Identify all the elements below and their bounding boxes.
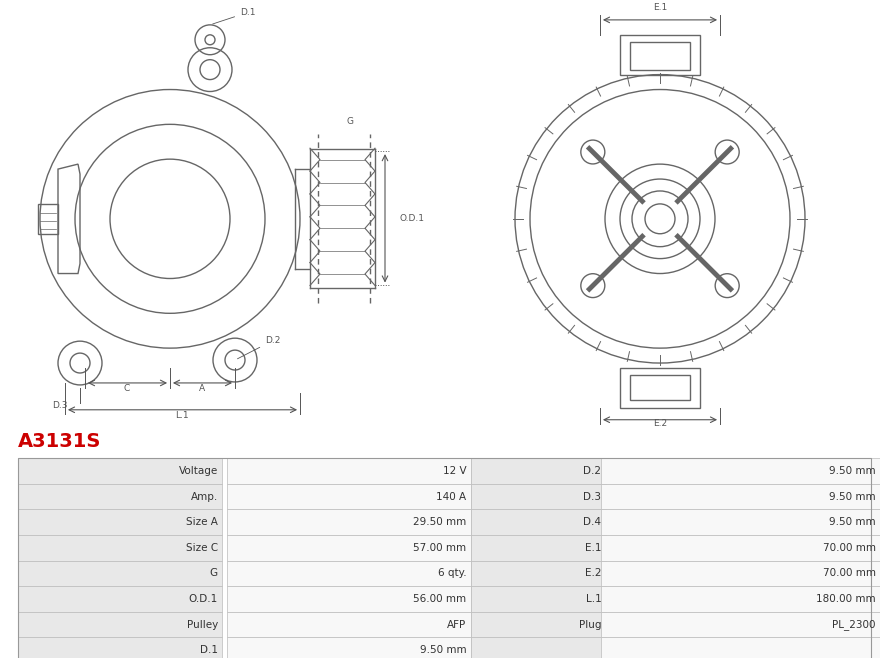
Text: 70.00 mm: 70.00 mm xyxy=(822,543,876,553)
Text: D.3: D.3 xyxy=(52,401,68,410)
Bar xyxy=(227,638,470,658)
Text: 9.50 mm: 9.50 mm xyxy=(829,492,876,501)
Bar xyxy=(227,586,470,612)
Bar xyxy=(630,375,690,400)
Text: D.4: D.4 xyxy=(583,517,601,527)
Bar xyxy=(38,204,58,234)
Text: C: C xyxy=(124,384,130,393)
Text: E.2: E.2 xyxy=(653,418,667,428)
Text: 57.00 mm: 57.00 mm xyxy=(413,543,467,553)
Text: 9.50 mm: 9.50 mm xyxy=(829,466,876,476)
Bar xyxy=(620,368,700,408)
Text: G: G xyxy=(347,117,354,126)
Text: O.D.1: O.D.1 xyxy=(400,215,425,223)
Text: O.D.1: O.D.1 xyxy=(188,594,218,604)
Bar xyxy=(470,561,605,586)
Text: E.2: E.2 xyxy=(585,569,601,578)
Text: L.1: L.1 xyxy=(586,594,601,604)
Text: 180.00 mm: 180.00 mm xyxy=(816,594,876,604)
Bar xyxy=(620,35,700,74)
Bar xyxy=(470,612,605,638)
Bar xyxy=(601,612,880,638)
Text: Plug: Plug xyxy=(579,620,601,630)
Bar xyxy=(470,484,605,509)
Bar xyxy=(470,638,605,658)
Text: 9.50 mm: 9.50 mm xyxy=(420,645,467,655)
Text: 12 V: 12 V xyxy=(443,466,467,476)
Bar xyxy=(18,484,222,509)
Bar xyxy=(18,459,222,484)
Text: L.1: L.1 xyxy=(175,411,188,420)
Bar xyxy=(18,612,222,638)
Bar xyxy=(18,638,222,658)
Bar xyxy=(601,459,880,484)
Bar xyxy=(18,535,222,561)
Bar xyxy=(227,561,470,586)
Bar xyxy=(470,509,605,535)
Bar xyxy=(227,484,470,509)
Text: G: G xyxy=(210,569,218,578)
Text: Amp.: Amp. xyxy=(191,492,218,501)
Bar xyxy=(601,509,880,535)
Bar xyxy=(227,612,470,638)
Bar xyxy=(18,459,871,658)
Bar xyxy=(470,586,605,612)
Bar xyxy=(601,535,880,561)
Text: 9.50 mm: 9.50 mm xyxy=(829,517,876,527)
Text: A3131S: A3131S xyxy=(18,432,101,451)
Bar xyxy=(18,509,222,535)
Bar xyxy=(470,535,605,561)
Bar xyxy=(601,586,880,612)
Text: D.2: D.2 xyxy=(237,336,280,359)
Bar xyxy=(601,638,880,658)
Text: 140 A: 140 A xyxy=(436,492,467,501)
Text: D.3: D.3 xyxy=(583,492,601,501)
Text: A: A xyxy=(199,384,205,393)
Bar xyxy=(630,41,690,70)
Bar xyxy=(18,586,222,612)
Text: D.2: D.2 xyxy=(583,466,601,476)
Text: Pulley: Pulley xyxy=(187,620,218,630)
Bar xyxy=(227,459,470,484)
Text: D.1: D.1 xyxy=(200,645,218,655)
Text: E.1: E.1 xyxy=(653,3,667,12)
Text: Size C: Size C xyxy=(186,543,218,553)
Text: PL_2300: PL_2300 xyxy=(832,619,876,630)
Text: 56.00 mm: 56.00 mm xyxy=(413,594,467,604)
Bar xyxy=(227,535,470,561)
Bar xyxy=(601,561,880,586)
Text: E.1: E.1 xyxy=(585,543,601,553)
Text: 29.50 mm: 29.50 mm xyxy=(413,517,467,527)
Bar xyxy=(227,509,470,535)
Bar xyxy=(601,484,880,509)
Text: AFP: AFP xyxy=(447,620,467,630)
Text: D.1: D.1 xyxy=(212,8,255,24)
Bar xyxy=(470,459,605,484)
Text: 70.00 mm: 70.00 mm xyxy=(822,569,876,578)
Text: Size A: Size A xyxy=(186,517,218,527)
Text: Voltage: Voltage xyxy=(179,466,218,476)
Bar xyxy=(18,561,222,586)
Text: 6 qty.: 6 qty. xyxy=(437,569,467,578)
